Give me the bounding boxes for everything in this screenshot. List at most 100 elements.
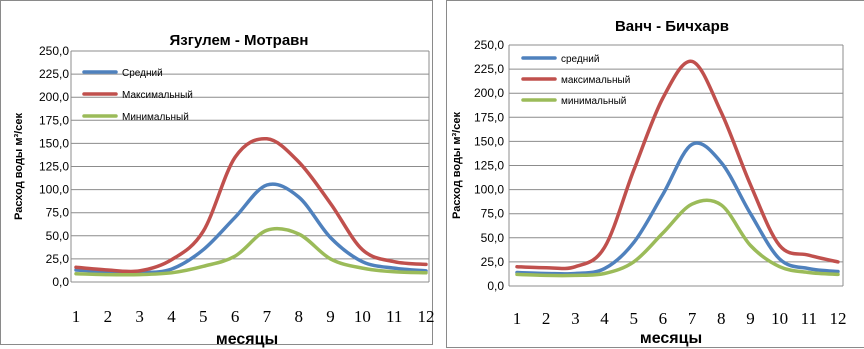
data-point bbox=[235, 256, 236, 257]
data-point bbox=[394, 268, 395, 269]
data-point bbox=[362, 268, 363, 269]
chart-panel-right: Ванч - Бичхарв 0,0 25,0 50,0 75,0 100,0 125,0 1… bbox=[446, 0, 864, 348]
x-tick-label: 1 bbox=[72, 307, 81, 326]
data-point bbox=[604, 273, 605, 274]
data-point bbox=[139, 274, 140, 275]
data-point bbox=[692, 61, 693, 62]
data-point bbox=[203, 231, 204, 232]
data-point bbox=[808, 255, 809, 256]
x-axis-label: месяцы bbox=[216, 331, 278, 348]
x-tick-label: 4 bbox=[167, 307, 176, 326]
data-point bbox=[362, 261, 363, 262]
y-tick-label: 225,0 bbox=[39, 67, 69, 81]
data-point bbox=[838, 261, 839, 262]
data-point bbox=[779, 259, 780, 260]
x-tick-label: 7 bbox=[263, 307, 272, 326]
chart-panel-left: Язгулем - Мотравн 0,0 25,0 50,0 75,0 100,0 125… bbox=[0, 0, 435, 348]
x-tick-label: 7 bbox=[688, 309, 697, 328]
x-tick-label: 2 bbox=[542, 309, 551, 328]
series-line-3 bbox=[74, 226, 428, 277]
legend-label: средний bbox=[561, 54, 599, 65]
data-point bbox=[203, 249, 204, 250]
data-point bbox=[517, 274, 518, 275]
data-point bbox=[171, 269, 172, 270]
y-tick-label: 125,0 bbox=[39, 160, 69, 174]
x-tick-label: 11 bbox=[386, 307, 402, 326]
data-point bbox=[330, 258, 331, 259]
data-point bbox=[808, 272, 809, 273]
y-tick-label: 0,0 bbox=[487, 279, 504, 293]
x-tick-label: 4 bbox=[600, 309, 609, 328]
data-point bbox=[750, 245, 751, 246]
y-tick-label: 25,0 bbox=[46, 252, 70, 266]
y-tick-label: 200,0 bbox=[39, 90, 69, 104]
chart-yazgulem: Язгулем - Мотравн0,025,050,075,0100,0125… bbox=[13, 32, 435, 348]
data-point bbox=[662, 98, 663, 99]
data-point bbox=[750, 213, 751, 214]
y-tick-label: 175,0 bbox=[39, 113, 69, 127]
data-point bbox=[750, 184, 751, 185]
x-tick-label: 3 bbox=[571, 309, 580, 328]
data-point bbox=[330, 203, 331, 204]
data-point bbox=[426, 272, 427, 273]
y-axis-label: Расход воды м³/сек bbox=[451, 112, 463, 219]
data-point bbox=[76, 269, 77, 270]
y-tick-label: 100,0 bbox=[39, 183, 69, 197]
y-tick-label: 250,0 bbox=[474, 38, 504, 52]
x-tick-label: 5 bbox=[199, 307, 208, 326]
data-point bbox=[394, 261, 395, 262]
x-tick-label: 2 bbox=[104, 307, 113, 326]
data-point bbox=[662, 232, 663, 233]
x-tick-label: 12 bbox=[830, 309, 847, 328]
y-tick-label: 100,0 bbox=[474, 183, 504, 197]
data-point bbox=[604, 268, 605, 269]
data-point bbox=[298, 233, 299, 234]
data-point bbox=[426, 264, 427, 265]
data-point bbox=[779, 245, 780, 246]
data-point bbox=[171, 259, 172, 260]
legend-label: максимальный bbox=[561, 75, 630, 86]
data-point bbox=[575, 266, 576, 267]
data-point bbox=[662, 194, 663, 195]
x-tick-label: 11 bbox=[801, 309, 817, 328]
data-point bbox=[235, 217, 236, 218]
data-point bbox=[107, 274, 108, 275]
x-tick-label: 9 bbox=[326, 307, 335, 326]
data-point bbox=[575, 275, 576, 276]
data-point bbox=[266, 138, 267, 139]
x-tick-label: 10 bbox=[354, 307, 371, 326]
data-point bbox=[266, 230, 267, 231]
data-point bbox=[546, 275, 547, 276]
chart-vanch: Ванч - Бичхарв 0,0 25,0 50,0 75,0 100,0 125,0 1… bbox=[451, 18, 847, 347]
y-tick-label: 150,0 bbox=[474, 134, 504, 148]
data-point bbox=[633, 170, 634, 171]
series-line-2 bbox=[74, 136, 428, 274]
x-tick-label: 12 bbox=[418, 307, 435, 326]
y-tick-label: 50,0 bbox=[481, 231, 505, 245]
data-point bbox=[838, 274, 839, 275]
data-point bbox=[76, 273, 77, 274]
y-tick-label: 250,0 bbox=[39, 44, 69, 58]
data-point bbox=[266, 184, 267, 185]
x-tick-label: 8 bbox=[294, 307, 303, 326]
data-point bbox=[721, 112, 722, 113]
x-tick-label: 8 bbox=[717, 309, 726, 328]
data-point bbox=[107, 269, 108, 270]
y-tick-label: 75,0 bbox=[481, 207, 505, 221]
data-point bbox=[633, 242, 634, 243]
series-line-2 bbox=[515, 59, 840, 271]
data-point bbox=[546, 267, 547, 268]
data-point bbox=[779, 266, 780, 267]
y-tick-label: 200,0 bbox=[474, 86, 504, 100]
data-point bbox=[394, 271, 395, 272]
y-tick-label: 75,0 bbox=[46, 206, 70, 220]
series-line-1 bbox=[74, 182, 428, 275]
data-point bbox=[721, 205, 722, 206]
data-point bbox=[171, 272, 172, 273]
chart-title: Язгулем - Мотравн bbox=[170, 32, 309, 49]
legend-label: Средний bbox=[122, 68, 163, 79]
legend-label: Минимальный bbox=[122, 112, 189, 123]
x-axis-label: месяцы bbox=[640, 330, 702, 347]
y-tick-label: 125,0 bbox=[474, 159, 504, 173]
chart-title: Ванч - Бичхарв bbox=[615, 18, 729, 35]
